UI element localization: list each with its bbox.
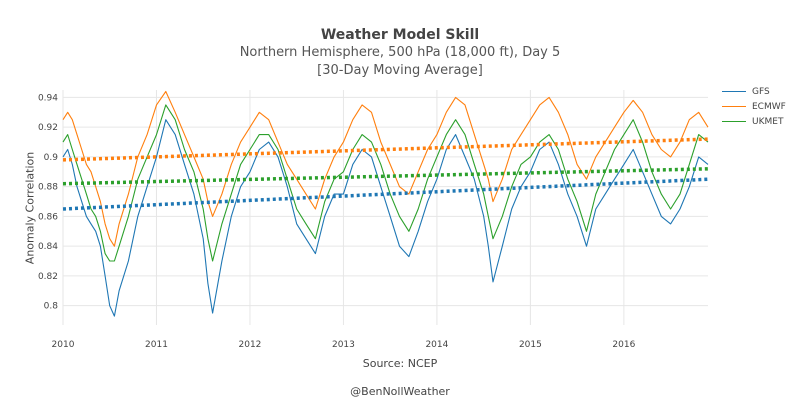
- legend-label-gfs: GFS: [752, 86, 770, 97]
- x-tick-label: 2016: [612, 340, 635, 350]
- trend-line-ukmet: [62, 167, 709, 186]
- series-lines: [62, 90, 709, 317]
- legend-swatch-ukmet: [722, 121, 746, 122]
- legend-item-ecmwf[interactable]: ECMWF: [722, 99, 786, 114]
- y-tick-label: 0.94: [38, 93, 58, 103]
- chart-subtitle: Northern Hemisphere, 500 hPa (18,000 ft)…: [239, 45, 561, 60]
- x-tick-label: 2011: [145, 340, 168, 350]
- y-tick-label: 0.92: [38, 123, 58, 133]
- series-line-ukmet: [62, 104, 709, 262]
- y-tick-label: 0.9: [44, 153, 59, 163]
- series-line-gfs: [62, 119, 709, 317]
- legend-swatch-ecmwf: [722, 106, 746, 107]
- y-tick-label: 0.82: [38, 272, 58, 282]
- x-axis-label: Source: NCEP: [362, 357, 438, 370]
- x-tick-label: 2012: [239, 340, 262, 350]
- y-tick-label: 0.8: [44, 302, 59, 312]
- x-tick-label: 2015: [519, 340, 542, 350]
- legend-label-ukmet: UKMET: [752, 116, 784, 127]
- x-tick-label: 2013: [332, 340, 355, 350]
- legend-label-ecmwf: ECMWF: [752, 101, 786, 112]
- trend-lines: [62, 137, 709, 211]
- legend-item-ukmet[interactable]: UKMET: [722, 114, 786, 129]
- series-line-ecmwf: [62, 90, 709, 247]
- grid: [62, 90, 708, 325]
- chart-title: Weather Model Skill: [320, 27, 480, 43]
- legend-swatch-gfs: [722, 91, 746, 92]
- x-tick-label: 2010: [52, 340, 75, 350]
- tick-labels: 0.8 0.82 0.84 0.86 0.88 0.9 0.92 0.94 2010 2011 20…: [38, 93, 636, 350]
- credit-text: @BenNollWeather: [350, 385, 450, 398]
- y-tick-label: 0.88: [38, 183, 58, 193]
- legend-item-gfs[interactable]: GFS: [722, 84, 786, 99]
- trend-line-gfs: [62, 177, 709, 211]
- chart-subtitle-2: [30-Day Moving Average]: [317, 63, 483, 78]
- x-tick-label: 2014: [425, 340, 448, 350]
- y-tick-label: 0.84: [38, 242, 58, 252]
- y-tick-label: 0.86: [38, 212, 58, 222]
- legend: GFS ECMWF UKMET: [722, 84, 786, 129]
